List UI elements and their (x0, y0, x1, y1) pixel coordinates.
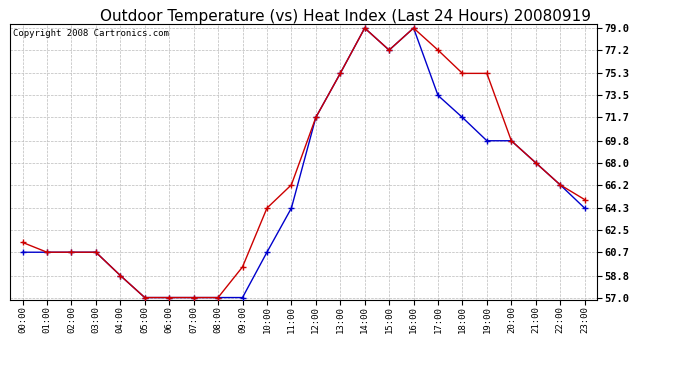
Text: Copyright 2008 Cartronics.com: Copyright 2008 Cartronics.com (13, 28, 169, 38)
Text: Outdoor Temperature (vs) Heat Index (Last 24 Hours) 20080919: Outdoor Temperature (vs) Heat Index (Las… (99, 9, 591, 24)
